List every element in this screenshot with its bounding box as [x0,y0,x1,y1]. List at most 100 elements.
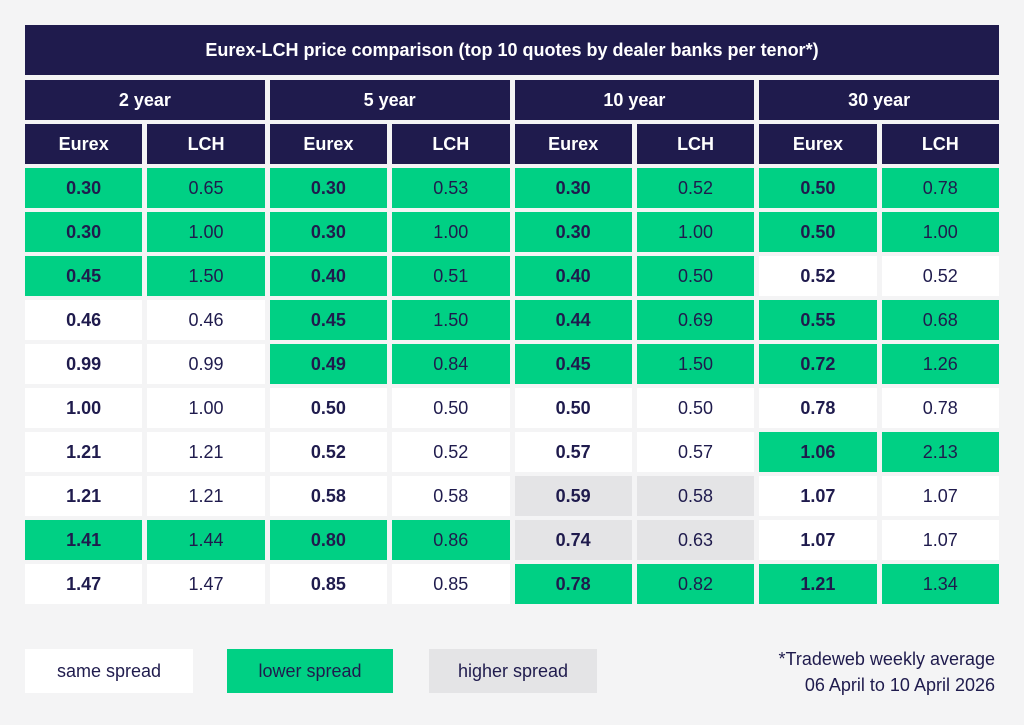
cell-eurex-0-5: 1.00 [25,388,143,428]
tenor-header-row: 2 year 5 year 10 year 30 year [25,80,999,120]
cell-lch-2-2: 0.50 [636,256,755,296]
cell-eurex-1-4: 0.49 [269,344,388,384]
cell-eurex-2-8: 0.74 [514,520,632,560]
legend-higher-spread: higher spread [429,649,597,693]
cell-eurex-3-2: 0.52 [759,256,877,296]
cell-lch-0-2: 1.50 [147,256,265,296]
cell-lch-1-7: 0.58 [392,476,510,516]
cell-eurex-2-5: 0.50 [514,388,632,428]
cell-eurex-2-3: 0.44 [514,300,632,340]
cell-eurex-1-8: 0.80 [269,520,388,560]
cell-lch-1-5: 0.50 [392,388,510,428]
legend-same-spread: same spread [25,649,193,693]
cell-lch-3-2: 0.52 [881,256,999,296]
cell-lch-2-7: 0.58 [636,476,755,516]
cell-lch-0-0: 0.65 [147,168,265,208]
tenor-header-5y: 5 year [269,80,510,120]
sub-header-lch: LCH [392,124,510,164]
cell-lch-1-9: 0.85 [392,564,510,604]
cell-lch-3-5: 0.78 [881,388,999,428]
footnote: *Tradeweb weekly average 06 April to 10 … [779,646,995,698]
cell-lch-2-1: 1.00 [636,212,755,252]
cell-lch-2-6: 0.57 [636,432,755,472]
cell-eurex-0-0: 0.30 [25,168,143,208]
sub-header-row: Eurex LCH Eurex LCH Eurex LCH Eurex LCH [25,124,999,164]
cell-eurex-1-6: 0.52 [269,432,388,472]
cell-eurex-2-4: 0.45 [514,344,632,384]
cell-eurex-3-0: 0.50 [759,168,877,208]
sub-header-lch: LCH [636,124,755,164]
cell-eurex-0-3: 0.46 [25,300,143,340]
cell-eurex-1-7: 0.58 [269,476,388,516]
cell-eurex-2-9: 0.78 [514,564,632,604]
sub-header-eurex: Eurex [25,124,143,164]
cell-eurex-3-6: 1.06 [759,432,877,472]
tenor-header-2y: 2 year [25,80,265,120]
cell-lch-0-8: 1.44 [147,520,265,560]
cell-eurex-2-0: 0.30 [514,168,632,208]
sub-header-lch: LCH [881,124,999,164]
cell-eurex-3-5: 0.78 [759,388,877,428]
cell-lch-1-3: 1.50 [392,300,510,340]
cell-eurex-1-1: 0.30 [269,212,388,252]
cell-eurex-0-4: 0.99 [25,344,143,384]
cell-eurex-0-1: 0.30 [25,212,143,252]
cell-eurex-2-1: 0.30 [514,212,632,252]
cell-eurex-3-3: 0.55 [759,300,877,340]
cell-lch-2-4: 1.50 [636,344,755,384]
cell-eurex-1-3: 0.45 [269,300,388,340]
cell-lch-0-4: 0.99 [147,344,265,384]
cell-eurex-0-6: 1.21 [25,432,143,472]
cell-lch-3-3: 0.68 [881,300,999,340]
table-title: Eurex-LCH price comparison (top 10 quote… [25,25,999,75]
cell-lch-1-1: 1.00 [392,212,510,252]
cell-eurex-2-7: 0.59 [514,476,632,516]
cell-lch-2-8: 0.63 [636,520,755,560]
tenor-header-10y: 10 year [514,80,755,120]
cell-eurex-1-2: 0.40 [269,256,388,296]
tenor-header-30y: 30 year [759,80,999,120]
cell-lch-2-0: 0.52 [636,168,755,208]
cell-lch-1-8: 0.86 [392,520,510,560]
cell-lch-1-6: 0.52 [392,432,510,472]
cell-lch-2-3: 0.69 [636,300,755,340]
cell-lch-3-6: 2.13 [881,432,999,472]
cell-eurex-0-2: 0.45 [25,256,143,296]
cell-eurex-0-8: 1.41 [25,520,143,560]
cell-eurex-0-9: 1.47 [25,564,143,604]
cell-eurex-3-1: 0.50 [759,212,877,252]
footnote-source: *Tradeweb weekly average [778,649,995,669]
sub-header-eurex: Eurex [759,124,877,164]
cell-lch-2-9: 0.82 [636,564,755,604]
cell-lch-0-5: 1.00 [147,388,265,428]
cell-lch-2-5: 0.50 [636,388,755,428]
cell-lch-3-7: 1.07 [881,476,999,516]
sub-header-eurex: Eurex [514,124,632,164]
cell-lch-1-0: 0.53 [392,168,510,208]
cell-lch-0-7: 1.21 [147,476,265,516]
cell-eurex-3-7: 1.07 [759,476,877,516]
cell-eurex-1-9: 0.85 [269,564,388,604]
cell-eurex-2-2: 0.40 [514,256,632,296]
sub-header-eurex: Eurex [269,124,388,164]
cell-lch-0-3: 0.46 [147,300,265,340]
cell-lch-0-9: 1.47 [147,564,265,604]
legend-lower-spread: lower spread [227,649,393,693]
sub-header-lch: LCH [147,124,265,164]
cell-lch-3-1: 1.00 [881,212,999,252]
cell-lch-0-6: 1.21 [147,432,265,472]
cell-lch-1-4: 0.84 [392,344,510,384]
cell-lch-0-1: 1.00 [147,212,265,252]
cell-lch-1-2: 0.51 [392,256,510,296]
table-body: 0.30 0.65 0.30 0.53 0.30 0.52 0.50 0.78 0.30 1.00… [25,168,999,604]
cell-eurex-3-9: 1.21 [759,564,877,604]
footnote-period: 06 April to 10 April 2026 [804,675,995,695]
cell-eurex-1-0: 0.30 [269,168,388,208]
cell-eurex-3-4: 0.72 [759,344,877,384]
cell-lch-3-0: 0.78 [881,168,999,208]
cell-lch-3-9: 1.34 [881,564,999,604]
cell-eurex-3-8: 1.07 [759,520,877,560]
cell-eurex-0-7: 1.21 [25,476,143,516]
cell-lch-3-8: 1.07 [881,520,999,560]
cell-lch-3-4: 1.26 [881,344,999,384]
